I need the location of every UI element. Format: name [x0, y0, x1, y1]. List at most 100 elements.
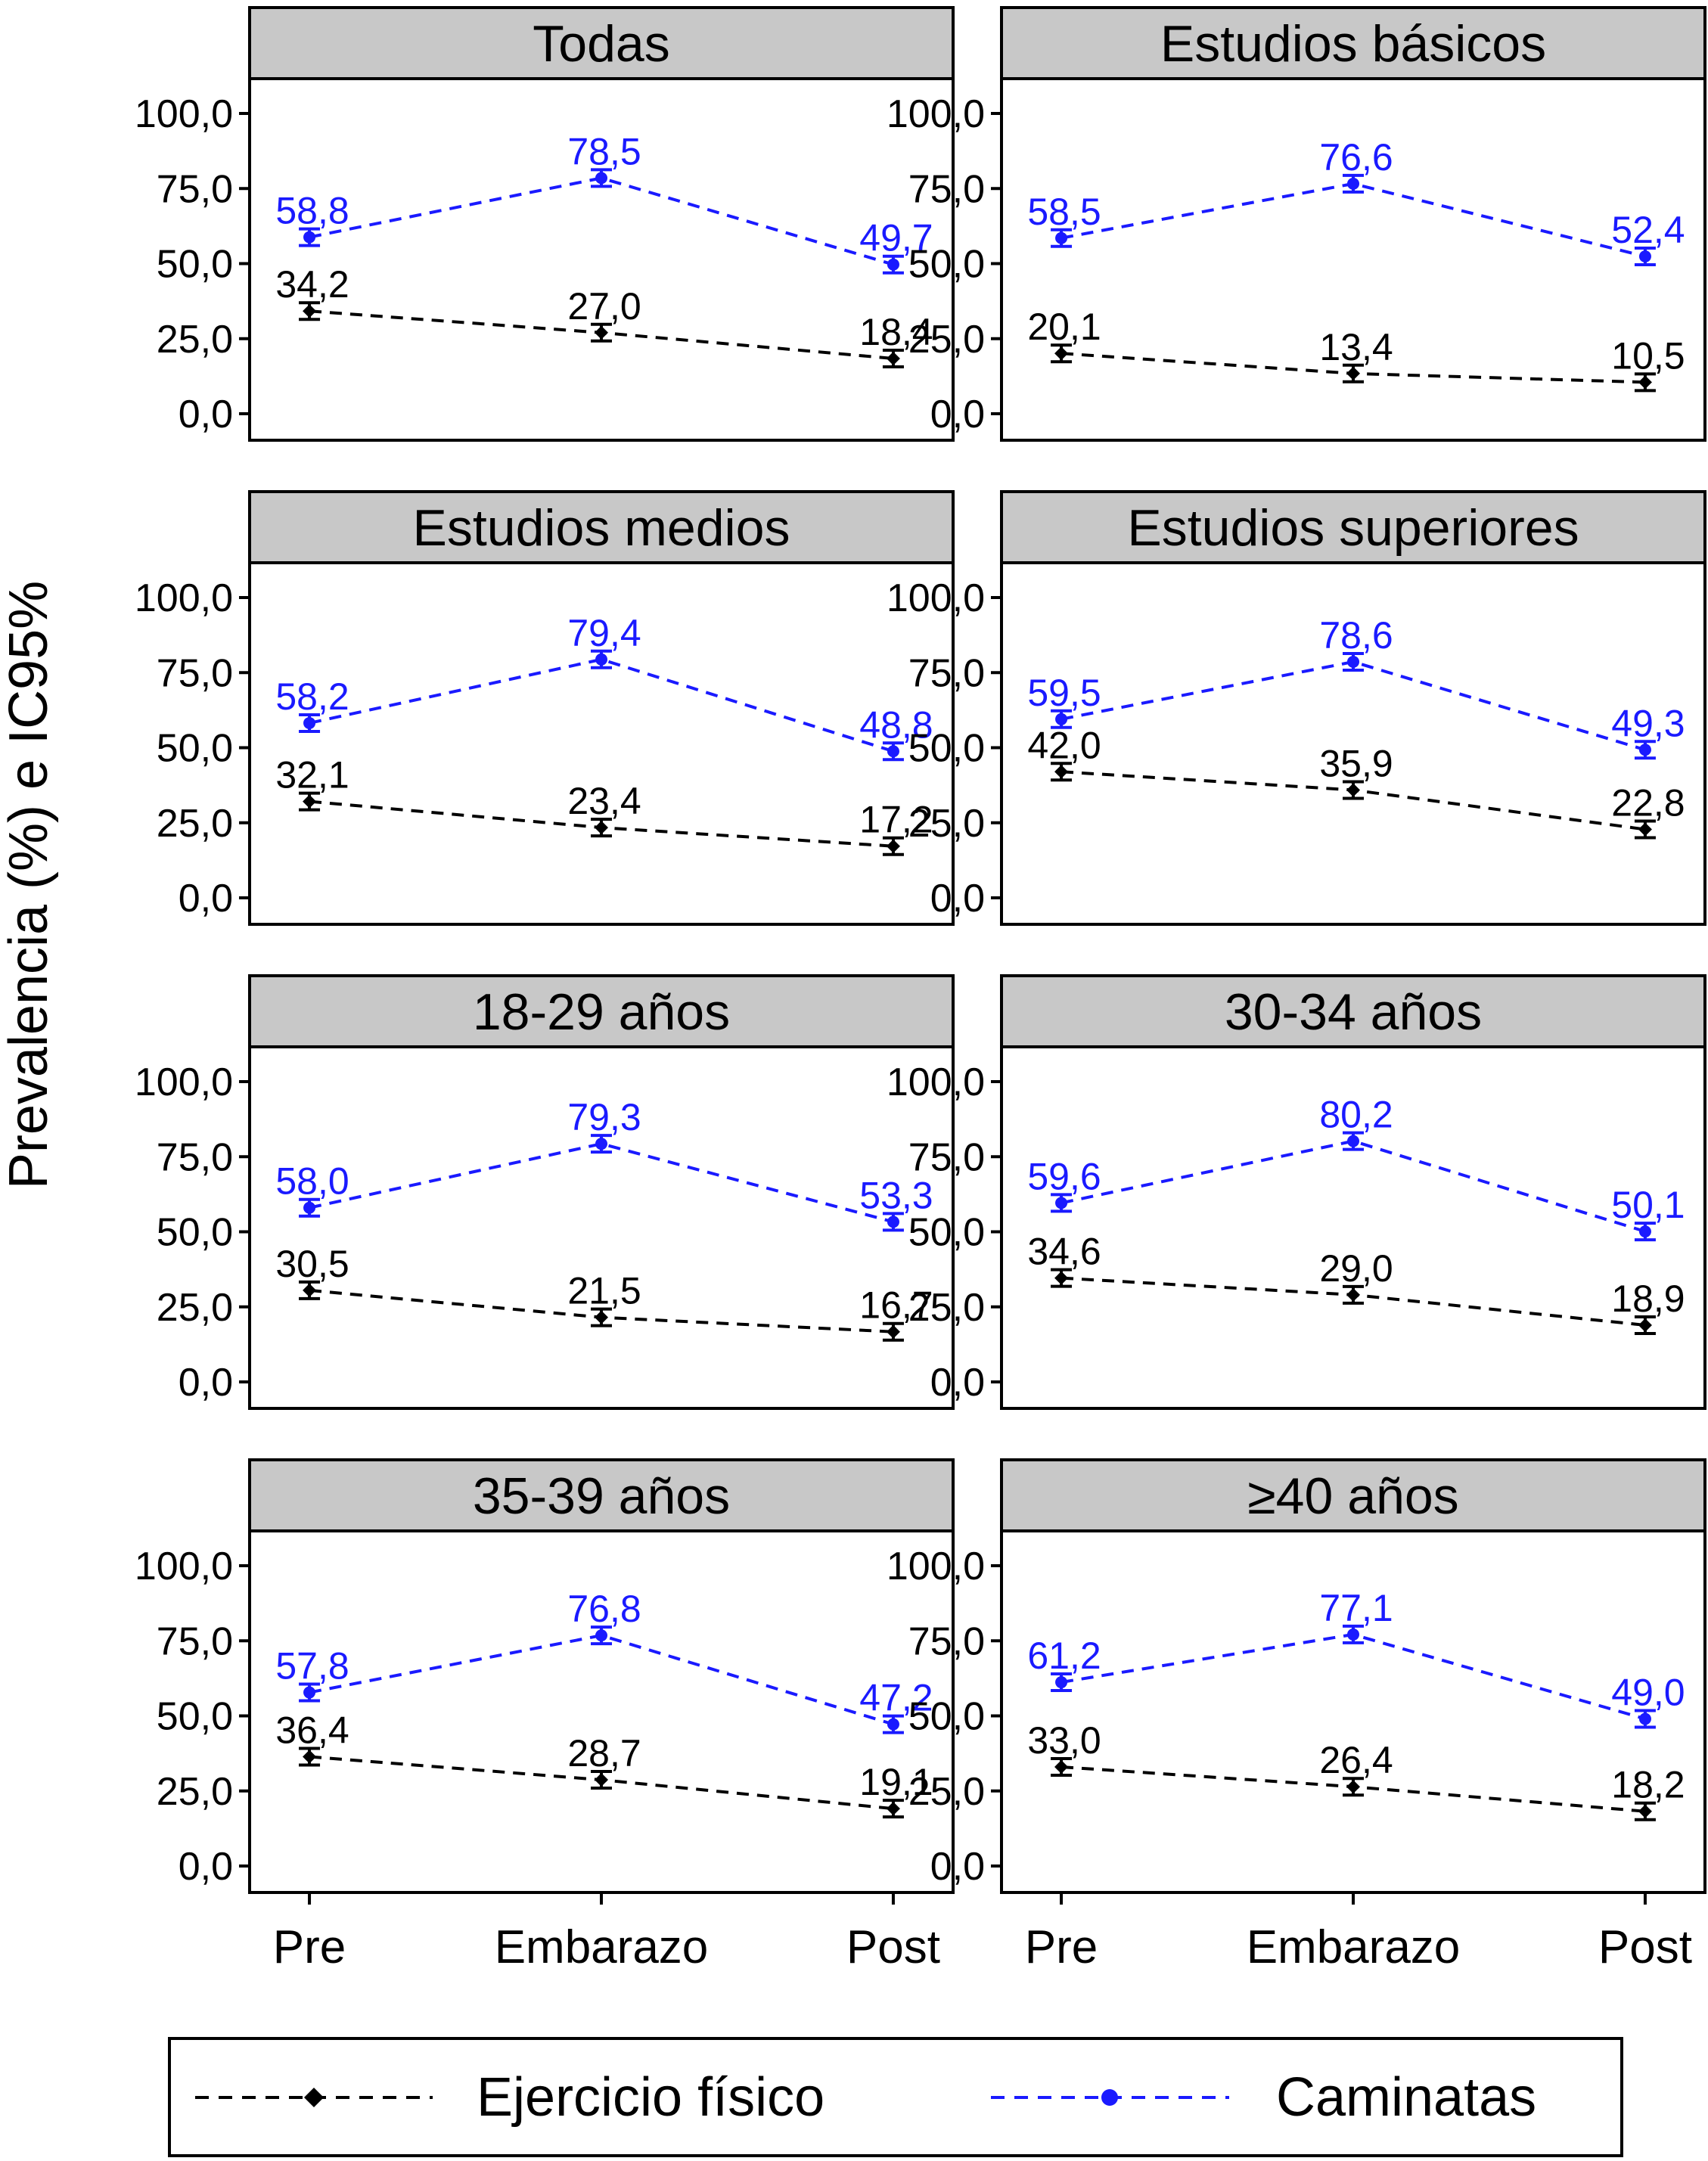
y-tick-label: 25,0: [157, 1286, 233, 1330]
x-tick-label: Embarazo: [1247, 1921, 1461, 1973]
point-marker: [1347, 177, 1359, 190]
point-marker: [1054, 346, 1069, 361]
point-marker: [303, 794, 317, 809]
point-marker: [1346, 1287, 1360, 1302]
panel: 30-34 años 0,0 25,0 50,0 75,0 100,0 34,6 29,0 18…: [887, 974, 1706, 1410]
point-marker: [1638, 1712, 1651, 1725]
panel-title: 30-34 años: [1225, 983, 1482, 1041]
y-tick-label: 25,0: [908, 1770, 985, 1814]
data-label: 35,9: [1319, 742, 1393, 784]
legend-diamond-icon: [304, 2088, 324, 2107]
point-marker: [1346, 1780, 1360, 1794]
point-marker: [1638, 1804, 1652, 1818]
y-tick-label: 100,0: [887, 576, 985, 620]
data-label: 48,8: [859, 703, 933, 746]
point-marker: [886, 1802, 900, 1816]
point-marker: [887, 1216, 899, 1228]
data-label: 58,0: [275, 1160, 349, 1203]
point-marker: [887, 1718, 899, 1731]
point-marker: [1054, 1271, 1069, 1285]
data-label: 30,5: [275, 1243, 349, 1285]
panel-strip: [248, 974, 955, 1048]
legend: Ejercicio físico Caminatas: [168, 2037, 1623, 2157]
x-tick-label: Post: [846, 1921, 940, 1973]
data-label: 32,1: [275, 754, 349, 796]
point-marker: [1054, 1759, 1069, 1774]
y-tick-label: 50,0: [157, 727, 233, 771]
data-label: 79,4: [567, 612, 641, 654]
point-marker: [1055, 1676, 1068, 1689]
data-label: 22,8: [1611, 781, 1685, 824]
panel-plot-area: [1000, 561, 1706, 926]
y-tick-label: 0,0: [930, 1361, 985, 1405]
panel: ≥40 años 0,0 25,0 50,0 75,0 100,0 Pre Embarazo P…: [887, 1458, 1706, 1973]
x-tick-label: Embarazo: [495, 1921, 709, 1973]
panel-title: Estudios superiores: [1127, 499, 1579, 557]
y-tick-label: 75,0: [908, 1135, 985, 1179]
data-label: 58,2: [275, 675, 349, 718]
data-label: 27,0: [567, 285, 641, 328]
point-marker: [1638, 250, 1651, 262]
point-marker: [886, 351, 900, 365]
y-tick-label: 25,0: [908, 318, 985, 362]
point-marker: [1055, 713, 1068, 725]
data-label: 53,3: [859, 1174, 933, 1216]
panel: Estudios medios 0,0 25,0 50,0 75,0 100,0 32,1 2…: [135, 490, 955, 926]
point-marker: [1638, 375, 1652, 390]
y-tick-label: 0,0: [930, 393, 985, 436]
data-label: 76,6: [1319, 136, 1393, 179]
data-label: 19,1: [859, 1761, 933, 1803]
data-label: 80,2: [1319, 1094, 1393, 1136]
y-tick-label: 0,0: [930, 1845, 985, 1889]
panel-strip: [248, 1458, 955, 1532]
point-marker: [886, 839, 900, 853]
data-label: 18,9: [1611, 1278, 1685, 1320]
panel: 35-39 años 0,0 25,0 50,0 75,0 100,0 Pre Embaraz…: [135, 1458, 955, 1973]
y-tick-label: 25,0: [157, 802, 233, 846]
y-tick-label: 25,0: [157, 318, 233, 362]
y-tick-label: 25,0: [908, 1286, 985, 1330]
data-label: 42,0: [1027, 724, 1101, 766]
data-label: 58,5: [1027, 191, 1101, 233]
point-marker: [595, 1629, 607, 1642]
y-tick-label: 100,0: [887, 1545, 985, 1588]
panel-plot-area: [1000, 77, 1706, 442]
point-marker: [303, 1686, 316, 1699]
data-label: 34,6: [1027, 1231, 1101, 1273]
point-marker: [595, 1773, 608, 1787]
legend-circle-icon: [1101, 2089, 1118, 2106]
panel-strip: [1000, 490, 1706, 564]
data-label: 76,8: [567, 1588, 641, 1630]
data-label: 77,1: [1319, 1587, 1393, 1629]
y-tick-label: 100,0: [887, 1060, 985, 1104]
panel-title: ≥40 años: [1247, 1467, 1458, 1525]
data-label: 20,1: [1027, 306, 1101, 348]
panel: 18-29 años 0,0 25,0 50,0 75,0 100,0 30,5 21,5 16…: [135, 974, 955, 1410]
series-line: [309, 1142, 894, 1224]
data-label: 49,3: [1611, 702, 1685, 744]
point-marker: [303, 1201, 316, 1214]
data-label: 17,2: [859, 799, 933, 841]
panel-plot-area: [248, 561, 955, 926]
y-tick-label: 75,0: [157, 1619, 233, 1663]
data-label: 47,2: [859, 1677, 933, 1719]
y-tick-label: 100,0: [887, 92, 985, 136]
panel-plot-area: [1000, 1045, 1706, 1410]
point-marker: [887, 745, 899, 758]
data-label: 79,3: [567, 1096, 641, 1138]
y-tick-label: 50,0: [908, 727, 985, 771]
panel-plot-area: [248, 1045, 955, 1410]
y-tick-label: 0,0: [930, 877, 985, 921]
panel-title: 35-39 años: [473, 1467, 730, 1525]
point-marker: [1054, 765, 1069, 779]
y-tick-label: 75,0: [157, 1135, 233, 1179]
y-tick-label: 75,0: [908, 651, 985, 695]
data-label: 50,1: [1611, 1184, 1685, 1226]
data-label: 61,2: [1027, 1635, 1101, 1677]
y-tick-label: 100,0: [135, 576, 233, 620]
x-tick-label: Pre: [273, 1921, 346, 1973]
point-marker: [887, 258, 899, 271]
y-tick-label: 75,0: [908, 1619, 985, 1663]
y-tick-label: 0,0: [179, 1361, 233, 1405]
